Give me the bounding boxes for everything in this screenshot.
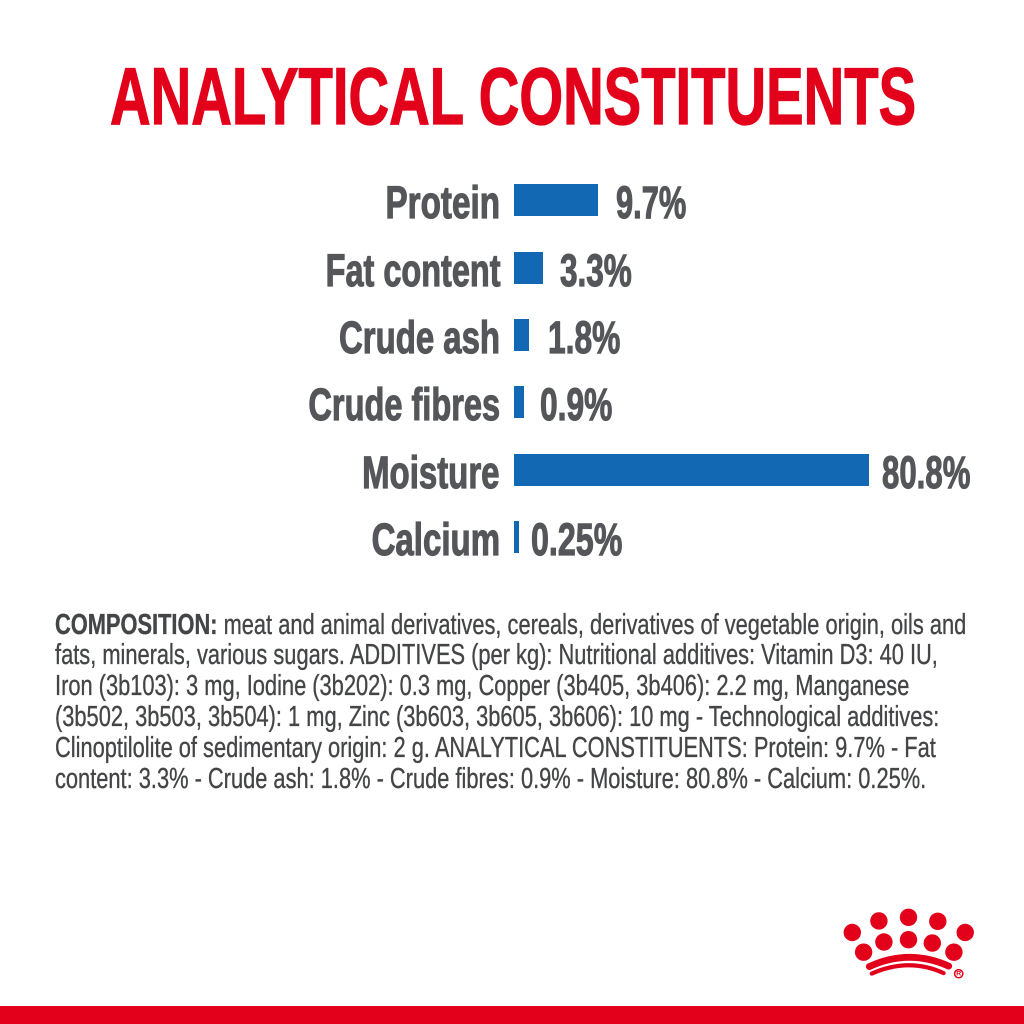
svg-text:R: R xyxy=(956,971,961,978)
